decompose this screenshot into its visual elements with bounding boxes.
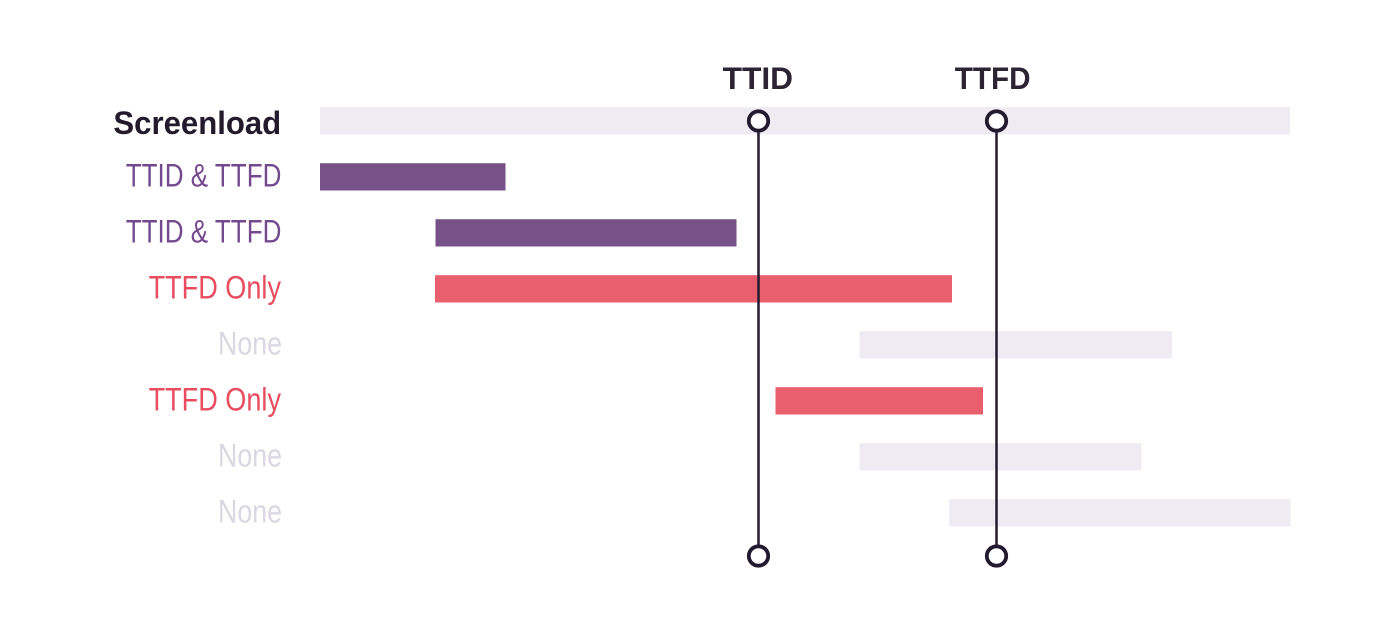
svg-text:TTID & TTFD: TTID & TTFD [126,158,282,194]
svg-text:None: None [218,438,282,474]
svg-text:TTID: TTID [723,60,794,96]
svg-text:TTFD Only: TTFD Only [149,270,281,306]
svg-text:TTFD Only: TTFD Only [149,382,281,418]
svg-text:None: None [218,326,282,362]
svg-text:TTFD: TTFD [955,60,1031,96]
svg-text:None: None [218,494,282,530]
svg-text:TTID & TTFD: TTID & TTFD [126,214,282,250]
svg-text:Screenload: Screenload [113,105,281,141]
